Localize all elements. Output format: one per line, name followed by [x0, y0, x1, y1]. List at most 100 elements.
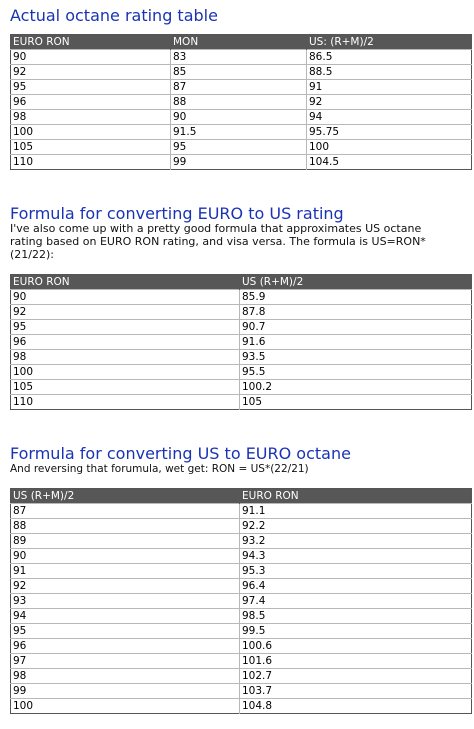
table-cell: 100 [10, 364, 240, 380]
section1-title: Actual octane rating table [10, 6, 218, 25]
table-cell: 86.5 [306, 49, 472, 65]
table-row: 92 87.8 [10, 304, 472, 320]
section3-intro: And reversing that forumula, wet get: RO… [10, 463, 309, 476]
table-cell: 93 [10, 593, 240, 609]
table-cell: 98.5 [239, 608, 472, 624]
table-cell: 96 [10, 638, 240, 654]
table-row: 95 87 91 [10, 79, 472, 95]
table-row: 91 95.3 [10, 563, 472, 579]
table-row: 94 98.5 [10, 608, 472, 624]
table-cell: 90.7 [239, 319, 472, 335]
column-header: US (R+M)/2 [10, 488, 240, 504]
table-cell: 88 [10, 518, 240, 534]
table-cell: 95.3 [239, 563, 472, 579]
table-row: 98 102.7 [10, 668, 472, 684]
table-cell: 90 [170, 109, 307, 125]
table-cell: 92 [306, 94, 472, 110]
table-cell: 92 [10, 578, 240, 594]
euro-to-us-table: EURO RON US (R+M)/2 90 85.9 92 87.8 95 90.7 96… [10, 274, 472, 410]
table-cell: 99 [10, 683, 240, 699]
table-cell: 105 [10, 379, 240, 395]
intro-line: And reversing that forumula, wet get: RO… [10, 463, 309, 475]
intro-line: (21/22): [10, 248, 54, 261]
table-cell: 91 [306, 79, 472, 95]
table-row: 89 93.2 [10, 533, 472, 549]
table-cell: 92.2 [239, 518, 472, 534]
table-cell: 98 [10, 349, 240, 365]
table-row: 92 85 88.5 [10, 64, 472, 80]
table-cell: 96.4 [239, 578, 472, 594]
octane-rating-table: EURO RON MON US: (R+M)/2 90 83 86.5 92 85 88.… [10, 34, 472, 170]
table-row: 98 93.5 [10, 349, 472, 365]
table-row: 95 99.5 [10, 623, 472, 639]
table-cell: 95 [10, 319, 240, 335]
table-cell: 100 [10, 698, 240, 714]
table-cell: 90 [10, 548, 240, 564]
table-row: 105 100.2 [10, 379, 472, 395]
table-header-row: EURO RON US (R+M)/2 [10, 274, 472, 290]
table-cell: 96 [10, 334, 240, 350]
intro-line: rating based on EURO RON rating, and vis… [10, 235, 426, 248]
table-cell: 99.5 [239, 623, 472, 639]
table-row: 110 99 104.5 [10, 154, 472, 170]
table-cell: 94 [10, 608, 240, 624]
table-row: 98 90 94 [10, 109, 472, 125]
table-row: 90 85.9 [10, 289, 472, 305]
table-row: 96 91.6 [10, 334, 472, 350]
table-cell: 101.6 [239, 653, 472, 669]
table-cell: 89 [10, 533, 240, 549]
table-row: 97 101.6 [10, 653, 472, 669]
table-row: 92 96.4 [10, 578, 472, 594]
table-cell: 95 [10, 623, 240, 639]
table-cell: 110 [10, 154, 171, 170]
column-header: MON [170, 34, 307, 50]
table-row: 87 91.1 [10, 503, 472, 519]
table-cell: 87 [170, 79, 307, 95]
table-header-row: US (R+M)/2 EURO RON [10, 488, 472, 504]
table-row: 100 104.8 [10, 698, 472, 714]
table-cell: 103.7 [239, 683, 472, 699]
table-row: 96 88 92 [10, 94, 472, 110]
table-row: 88 92.2 [10, 518, 472, 534]
table-cell: 85 [170, 64, 307, 80]
table-cell: 91 [10, 563, 240, 579]
table-cell: 95 [170, 139, 307, 155]
table-cell: 95.5 [239, 364, 472, 380]
column-header: EURO RON [10, 34, 171, 50]
table-cell: 98 [10, 109, 171, 125]
table-row: 95 90.7 [10, 319, 472, 335]
table-cell: 91.5 [170, 124, 307, 140]
table-cell: 98 [10, 668, 240, 684]
table-cell: 97 [10, 653, 240, 669]
section3-title: Formula for converting US to EURO octane [10, 444, 351, 463]
table-cell: 85.9 [239, 289, 472, 305]
table-row: 100 95.5 [10, 364, 472, 380]
table-cell: 100 [306, 139, 472, 155]
table-cell: 95.75 [306, 124, 472, 140]
us-to-euro-table: US (R+M)/2 EURO RON 87 91.1 88 92.2 89 93.2 90… [10, 488, 472, 714]
table-cell: 87.8 [239, 304, 472, 320]
table-cell: 90 [10, 289, 240, 305]
table-row: 110 105 [10, 394, 472, 410]
table-row: 90 83 86.5 [10, 49, 472, 65]
table-cell: 87 [10, 503, 240, 519]
table-cell: 88 [170, 94, 307, 110]
table-cell: 102.7 [239, 668, 472, 684]
table-cell: 92 [10, 64, 171, 80]
table-cell: 92 [10, 304, 240, 320]
table-cell: 100.2 [239, 379, 472, 395]
table-cell: 96 [10, 94, 171, 110]
table-cell: 93.2 [239, 533, 472, 549]
table-cell: 88.5 [306, 64, 472, 80]
column-header: EURO RON [10, 274, 240, 290]
table-cell: 95 [10, 79, 171, 95]
column-header: EURO RON [239, 488, 472, 504]
table-cell: 104.8 [239, 698, 472, 714]
table-cell: 97.4 [239, 593, 472, 609]
table-cell: 100 [10, 124, 171, 140]
table-cell: 94.3 [239, 548, 472, 564]
table-row: 99 103.7 [10, 683, 472, 699]
intro-line: I've also come up with a pretty good for… [10, 222, 422, 235]
table-row: 90 94.3 [10, 548, 472, 564]
column-header: US: (R+M)/2 [306, 34, 472, 50]
